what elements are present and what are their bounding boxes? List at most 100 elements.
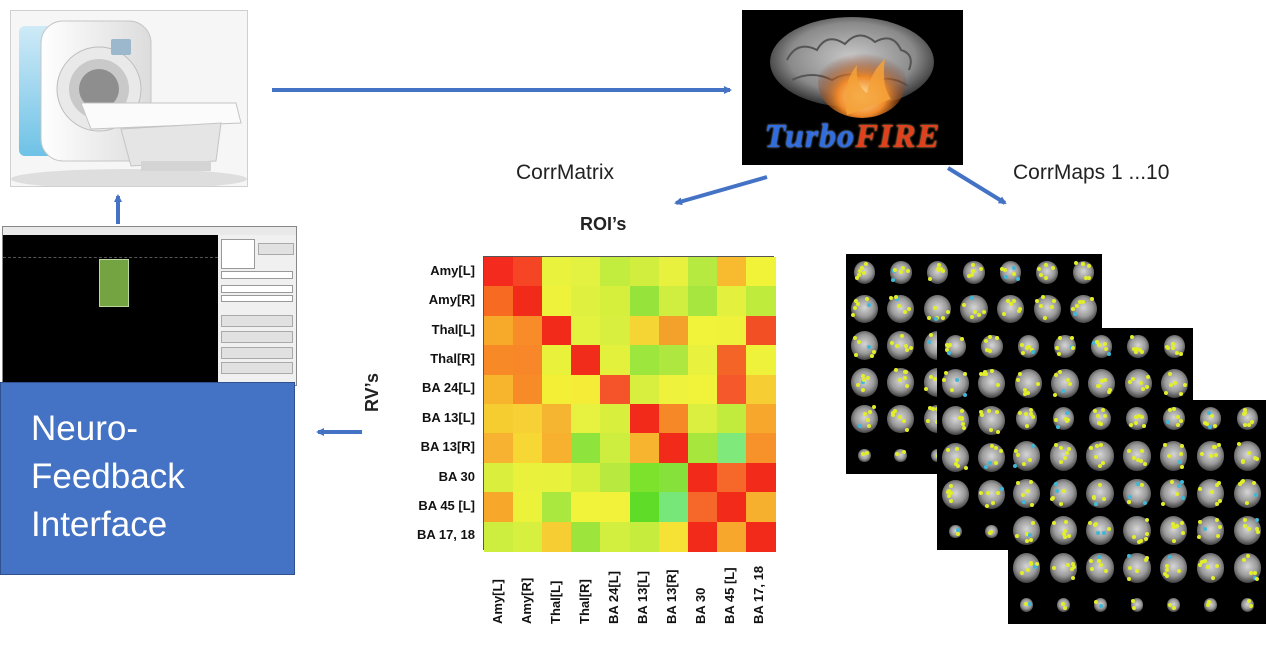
activation-blob — [1131, 456, 1136, 461]
activation-blob — [860, 388, 865, 393]
activation-blob — [1162, 443, 1167, 448]
app-slider — [221, 295, 293, 302]
activation-blob — [1056, 351, 1061, 356]
matrix-cell — [571, 521, 602, 552]
activation-blob — [933, 377, 938, 382]
activation-blob — [1167, 372, 1172, 377]
matrix-cell — [600, 492, 631, 523]
brain-slice — [1036, 261, 1058, 284]
matrix-cell — [687, 374, 718, 405]
activation-blob — [1247, 451, 1252, 456]
activation-blob — [949, 491, 954, 496]
activation-blob — [1106, 526, 1111, 531]
activation-blob — [983, 464, 988, 469]
activation-blob — [1054, 442, 1059, 447]
activation-blob — [947, 493, 952, 498]
activation-blob — [1210, 489, 1215, 494]
matrix-cell — [542, 257, 573, 287]
activation-blob — [955, 458, 960, 463]
activation-blob — [1139, 458, 1144, 463]
activation-blob — [893, 368, 898, 373]
activation-blob — [1077, 300, 1082, 305]
activation-blob — [860, 380, 865, 385]
activation-blob — [1004, 274, 1009, 279]
matrix-cell — [542, 404, 573, 434]
activation-blob — [864, 450, 869, 455]
activation-blob — [1074, 261, 1079, 266]
activation-blob — [1029, 407, 1034, 412]
matrix-cell — [745, 404, 776, 434]
activation-blob — [1180, 495, 1185, 500]
matrix-cell — [600, 404, 631, 434]
activation-blob — [857, 272, 862, 277]
activation-blob — [1249, 420, 1254, 424]
matrix-row-label: Thal[L] — [431, 321, 475, 337]
brain-slice — [1052, 407, 1075, 431]
activation-blob — [1240, 458, 1245, 463]
activation-blob — [931, 407, 936, 412]
app-button — [221, 331, 293, 343]
activation-blob — [939, 267, 944, 272]
activation-blob — [1134, 414, 1139, 419]
activation-blob — [1097, 483, 1102, 488]
activation-blob — [1198, 486, 1203, 491]
activation-blob — [1245, 553, 1250, 558]
activation-blob — [861, 270, 866, 275]
activation-blob — [1050, 496, 1055, 501]
activation-blob — [927, 406, 932, 411]
activation-blob — [949, 484, 954, 489]
matrix-column-label: Amy[L] — [489, 579, 505, 624]
activation-blob — [972, 310, 977, 315]
activation-blob — [933, 306, 938, 311]
activation-blob — [1243, 523, 1248, 528]
brain-slice — [981, 335, 1003, 358]
matrix-cell — [484, 315, 514, 346]
brain-slice — [1160, 441, 1188, 471]
turbofire-logo: TurboFIRE — [742, 10, 963, 165]
brain-slice — [1014, 369, 1042, 398]
activation-blob — [926, 315, 931, 320]
activation-blob — [1176, 568, 1181, 573]
activation-blob — [1169, 382, 1174, 387]
activation-blob — [1089, 566, 1094, 571]
activation-blob — [993, 460, 998, 465]
matrix-cell — [687, 433, 718, 464]
matrix-cell — [484, 257, 514, 287]
activation-blob — [1097, 558, 1102, 563]
activation-blob — [955, 447, 960, 452]
activation-blob — [1094, 443, 1099, 448]
matrix-cell — [687, 492, 718, 523]
neurofeedback-app-screenshot — [2, 226, 297, 386]
matrix-cell — [484, 345, 514, 376]
activation-blob — [1018, 410, 1023, 415]
activation-blob — [1247, 599, 1252, 604]
activation-blob — [1252, 571, 1257, 576]
activation-blob — [1101, 530, 1106, 535]
matrix-cell — [542, 521, 573, 552]
activation-blob — [894, 452, 899, 457]
brain-slice — [894, 448, 908, 463]
activation-blob — [1097, 463, 1102, 468]
matrix-row-label: BA 24[L] — [422, 380, 475, 396]
activation-blob — [1015, 480, 1020, 485]
matrix-row-label: BA 13[R] — [420, 439, 475, 455]
activation-blob — [1144, 557, 1149, 562]
matrix-cell — [745, 286, 776, 317]
activation-blob — [1020, 342, 1025, 347]
matrix-cell — [687, 345, 718, 376]
brain-slice — [1160, 478, 1188, 508]
matrix-column-label: BA 17, 18 — [751, 565, 767, 624]
activation-blob — [1207, 410, 1212, 415]
activation-blob — [1145, 375, 1150, 380]
activation-blob — [970, 296, 975, 301]
matrix-cell — [542, 374, 573, 405]
activation-blob — [1072, 311, 1077, 316]
activation-blob — [1014, 534, 1019, 539]
matrix-cell — [716, 257, 747, 287]
activation-blob — [961, 422, 966, 427]
activation-blob — [1026, 488, 1031, 493]
brain-slice — [1089, 407, 1111, 431]
activation-blob — [1002, 312, 1007, 317]
activation-blob — [989, 428, 994, 433]
activation-blob — [860, 266, 865, 271]
